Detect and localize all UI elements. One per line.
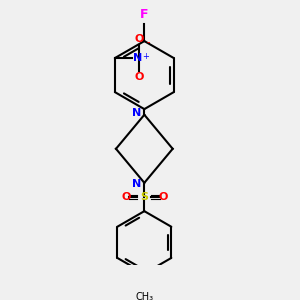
Text: N: N xyxy=(132,179,142,189)
Text: O: O xyxy=(134,34,144,44)
Text: S: S xyxy=(140,192,148,202)
Text: -: - xyxy=(146,38,150,47)
Text: N: N xyxy=(132,108,142,118)
Text: O: O xyxy=(134,72,144,82)
Text: +: + xyxy=(142,52,149,61)
Text: O: O xyxy=(121,192,130,202)
Text: F: F xyxy=(140,8,148,21)
Text: CH₃: CH₃ xyxy=(135,292,153,300)
Text: O: O xyxy=(158,192,167,202)
Text: N: N xyxy=(133,53,142,63)
